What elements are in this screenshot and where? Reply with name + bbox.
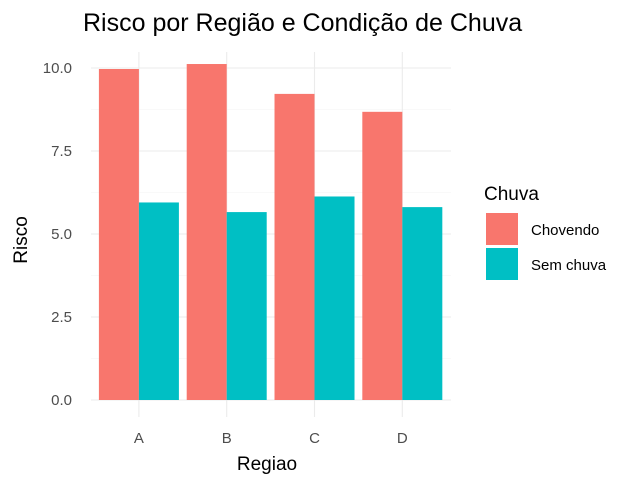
y-tick-label: 0.0 <box>51 392 72 409</box>
x-tick-label: D <box>397 430 408 447</box>
chart-title: Risco por Região e Condição de Chuva <box>83 9 522 37</box>
legend: Chuva Chovendo Sem chuva <box>484 184 607 280</box>
y-axis-title: Risco <box>11 216 32 264</box>
x-axis-ticks: A B C D <box>134 430 408 447</box>
legend-label: Sem chuva <box>531 257 607 274</box>
legend-label: Chovendo <box>531 222 599 239</box>
legend-title: Chuva <box>484 184 539 205</box>
bar-b-sem-chuva <box>226 212 267 400</box>
x-tick-label: C <box>309 430 320 447</box>
legend-key-chovendo <box>486 213 518 245</box>
bar-b-chovendo <box>186 64 227 401</box>
legend-key-sem-chuva <box>486 248 518 280</box>
bar-c-chovendo <box>274 93 315 400</box>
bar-a-sem-chuva <box>138 202 179 400</box>
x-axis-title: Regiao <box>237 454 297 475</box>
bar-c-sem-chuva <box>314 196 355 400</box>
y-tick-label: 7.5 <box>51 143 72 160</box>
y-tick-label: 5.0 <box>51 226 72 243</box>
x-tick-label: B <box>222 430 232 447</box>
bars <box>98 64 443 401</box>
x-tick-label: A <box>134 430 144 447</box>
y-tick-label: 2.5 <box>51 309 72 326</box>
y-tick-label: 10.0 <box>43 60 72 77</box>
y-axis-ticks: 0.0 2.5 5.0 7.5 10.0 <box>43 60 72 409</box>
bar-a-chovendo <box>98 68 139 400</box>
bar-d-chovendo <box>362 111 403 400</box>
bar-d-sem-chuva <box>402 207 443 400</box>
